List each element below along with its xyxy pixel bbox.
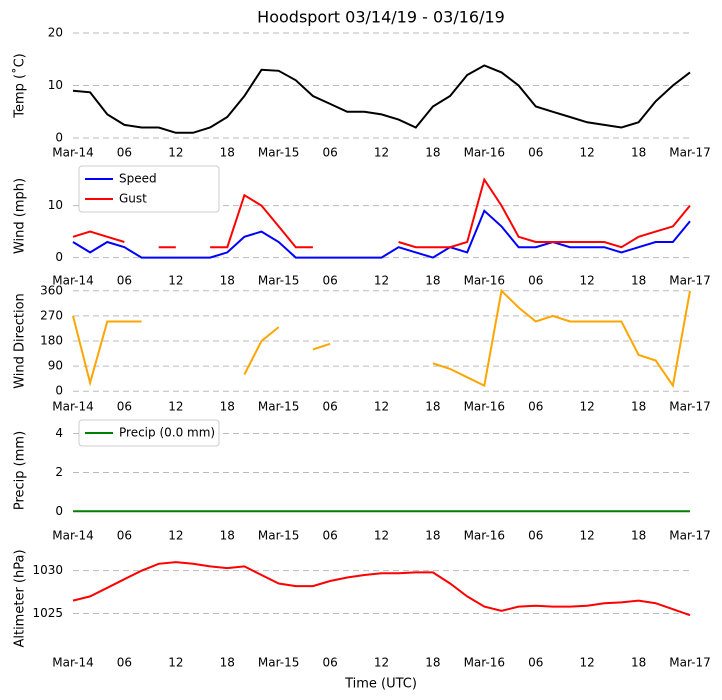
y-tick-label: 360 [40,283,63,297]
y-tick-label: 10 [48,198,63,212]
x-tick-label: 06 [117,400,132,414]
figure-title: Hoodsport 03/14/19 - 03/16/19 [257,8,505,27]
x-tick-label: Mar-16 [464,656,505,670]
x-tick-label: Mar-15 [258,274,299,288]
x-tick-label: 18 [220,274,235,288]
y-axis-label: Altimeter (hPa) [13,549,28,647]
legend-label: Precip (0.0 mm) [119,426,215,440]
legend-box [78,419,220,447]
x-tick-label: 06 [117,656,132,670]
x-tick-label: 06 [322,146,337,160]
x-tick-label: 06 [528,146,543,160]
x-tick-label: Mar-14 [52,146,93,160]
legend-label: Gust [119,192,147,206]
x-tick-label: 18 [425,529,440,543]
x-tick-label: Mar-14 [52,656,93,670]
x-tick-label: 12 [580,146,595,160]
y-axis-label: Temp (˚C) [12,53,28,119]
x-tick-label: 12 [374,274,389,288]
data-line [72,209,691,259]
x-tick-label: Mar-14 [52,400,93,414]
x-tick-label: Mar-16 [464,529,505,543]
x-tick-label: 12 [168,656,183,670]
y-axis-label: Wind (mph) [13,178,28,254]
x-tick-label: 12 [168,529,183,543]
y-tick-label: 270 [40,308,63,322]
y-tick-label: 0 [55,384,63,398]
y-tick-label: 10 [48,78,63,92]
x-tick-label: 18 [220,656,235,670]
x-tick-label: 18 [425,274,440,288]
x-tick-label: Mar-14 [52,274,93,288]
data-line [72,64,691,134]
x-tick-label: 12 [580,274,595,288]
y-tick-label: 1030 [32,563,63,577]
x-tick-label: Mar-16 [464,274,505,288]
x-tick-label: 12 [374,146,389,160]
y-tick-label: 0 [55,131,63,145]
x-tick-label: 06 [322,529,337,543]
x-tick-label: Mar-17 [669,529,710,543]
x-tick-label: 06 [117,529,132,543]
x-tick-label: Mar-15 [258,656,299,670]
data-line [72,561,691,617]
x-tick-label: 18 [631,146,646,160]
x-tick-label: 06 [322,400,337,414]
y-tick-label: 0 [55,504,63,518]
x-axis-label: Time (UTC) [344,677,417,692]
x-tick-label: 12 [374,656,389,670]
legend-box [78,165,220,213]
y-tick-label: 1025 [32,606,63,620]
x-tick-label: 06 [528,274,543,288]
x-tick-label: Mar-15 [258,529,299,543]
x-tick-label: 06 [117,274,132,288]
x-tick-label: Mar-17 [669,656,710,670]
x-tick-label: 18 [631,656,646,670]
x-tick-label: 12 [168,146,183,160]
y-tick-label: 90 [48,359,63,373]
x-tick-label: 12 [580,400,595,414]
x-tick-label: 18 [220,529,235,543]
x-tick-label: 18 [220,146,235,160]
x-tick-label: Mar-14 [52,529,93,543]
data-line [72,177,691,249]
x-tick-label: 12 [580,656,595,670]
data-line [72,288,691,389]
y-axis-label: Wind Direction [13,293,28,389]
x-tick-label: 12 [168,400,183,414]
x-tick-label: 12 [374,400,389,414]
x-tick-label: Mar-15 [258,146,299,160]
x-tick-label: 18 [631,274,646,288]
y-tick-label: 2 [55,465,63,479]
x-tick-label: 18 [631,400,646,414]
y-tick-label: 0 [55,250,63,264]
y-tick-label: 20 [48,26,63,40]
x-tick-label: 06 [528,656,543,670]
x-tick-label: 18 [425,146,440,160]
x-tick-label: Mar-15 [258,400,299,414]
x-tick-label: 06 [117,146,132,160]
x-tick-label: 12 [580,529,595,543]
legend-label: Speed [119,172,157,186]
x-tick-label: Mar-16 [464,146,505,160]
x-tick-label: 18 [220,400,235,414]
x-tick-label: 12 [374,529,389,543]
x-tick-label: 06 [528,529,543,543]
x-tick-label: 12 [168,274,183,288]
y-axis-label: Precip (mm) [13,431,28,510]
x-tick-label: 06 [322,274,337,288]
x-tick-label: 06 [322,656,337,670]
x-tick-label: Mar-16 [464,400,505,414]
x-tick-label: Mar-17 [669,400,710,414]
x-tick-label: Mar-17 [669,146,710,160]
y-tick-label: 4 [55,426,63,440]
x-tick-label: 18 [425,400,440,414]
x-tick-label: 18 [425,656,440,670]
x-tick-label: Mar-17 [669,274,710,288]
y-tick-label: 180 [40,334,63,348]
x-tick-label: 18 [631,529,646,543]
x-tick-label: 06 [528,400,543,414]
